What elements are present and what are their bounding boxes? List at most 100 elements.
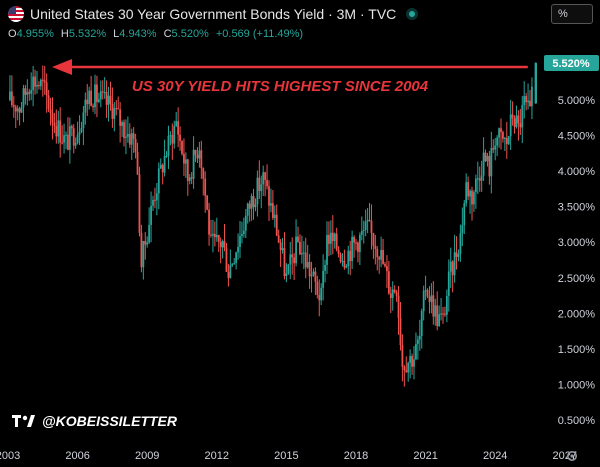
candle-body (401, 345, 404, 367)
candle-body (12, 105, 15, 107)
candle-body (502, 132, 504, 139)
candle-body (206, 195, 209, 210)
candle-body (215, 234, 218, 238)
candle-body (177, 121, 180, 135)
candle-body (260, 184, 263, 192)
candle-body (270, 203, 272, 206)
candle-body (430, 295, 433, 302)
candle-body (183, 153, 185, 164)
candle-body (386, 266, 388, 272)
candle-body (471, 190, 473, 205)
candle-body (480, 175, 483, 181)
symbol-title[interactable]: United States 30 Year Government Bonds Y… (30, 6, 397, 22)
candle-body (258, 177, 261, 192)
candle-body (208, 209, 210, 235)
candle-body (529, 100, 531, 107)
candle-body (264, 172, 267, 180)
candle-body (225, 247, 228, 272)
candle-body (449, 261, 452, 272)
candle-body (368, 219, 371, 221)
candle-body (140, 232, 143, 268)
candle-body (459, 233, 462, 255)
watermark: @KOBEISSILETTER (12, 413, 177, 429)
candle-body (407, 362, 410, 373)
candle-body (364, 221, 367, 231)
candle-body (179, 134, 181, 141)
candle-body (420, 311, 423, 337)
candle-body (339, 254, 342, 262)
candle-body (424, 290, 427, 292)
candle-body (227, 271, 230, 278)
candle-body (111, 103, 114, 119)
candle-body (279, 242, 282, 251)
candle-body (469, 190, 471, 197)
candle-body (97, 99, 100, 102)
candle-body (426, 290, 429, 297)
candle-body (154, 199, 156, 201)
gear-icon[interactable] (565, 449, 579, 463)
candle-body (65, 134, 67, 136)
candle-body (250, 195, 253, 209)
y-tick-label: 3.500% (558, 202, 596, 214)
candle-body (273, 214, 276, 218)
candle-body (186, 159, 189, 181)
candle-body (422, 290, 425, 312)
candle-body (241, 233, 243, 236)
candle-body (372, 232, 375, 246)
candle-body (244, 215, 247, 231)
candle-body (335, 233, 338, 250)
candle-body (55, 126, 58, 137)
candle-body (517, 115, 520, 124)
candle-body (39, 79, 42, 87)
candle-body (473, 192, 475, 205)
candle-body (152, 199, 154, 206)
candle-body (47, 95, 50, 110)
candle-body (235, 252, 238, 263)
candle-body (223, 241, 226, 248)
candle-body (486, 155, 489, 162)
candle-body (451, 261, 454, 276)
candle-body (117, 108, 120, 110)
candle-body (92, 105, 94, 108)
x-tick-label: 2024 (483, 450, 507, 462)
candle-body (498, 128, 500, 138)
candle-body (455, 252, 458, 257)
candle-body (463, 203, 466, 226)
candle-body (86, 99, 89, 105)
y-tick-label: 1.000% (558, 379, 596, 391)
candle-body (128, 134, 131, 145)
x-tick-label: 2015 (274, 450, 298, 462)
candle-body (436, 305, 439, 327)
candle-body (262, 172, 265, 185)
candle-body (318, 294, 321, 301)
candle-body (328, 234, 330, 244)
candle-body (210, 234, 212, 236)
candle-body (442, 313, 444, 315)
candle-body (434, 305, 437, 317)
candle-body (507, 136, 510, 145)
candle-body (295, 236, 297, 264)
candle-body (74, 142, 77, 146)
candle-body (134, 139, 137, 152)
candle-body (281, 248, 284, 251)
candle-body (492, 148, 495, 150)
candle-body (221, 241, 224, 248)
candles-layer (9, 62, 537, 387)
candle-body (297, 236, 299, 242)
candle-body (357, 242, 359, 252)
scale-mode-button[interactable]: % (551, 4, 593, 24)
candle-body (70, 126, 73, 129)
candle-body (233, 262, 236, 264)
candle-body (331, 232, 334, 242)
candle-body (474, 178, 477, 193)
y-tick-label: 1.500% (558, 344, 596, 356)
candle-body (107, 95, 110, 105)
tradingview-logo-icon (12, 415, 35, 427)
candle-body (67, 134, 69, 150)
candle-body (213, 233, 216, 238)
candle-body (322, 270, 325, 288)
candle-body (231, 263, 234, 266)
candle-body (217, 234, 220, 242)
candle-body (314, 271, 317, 282)
